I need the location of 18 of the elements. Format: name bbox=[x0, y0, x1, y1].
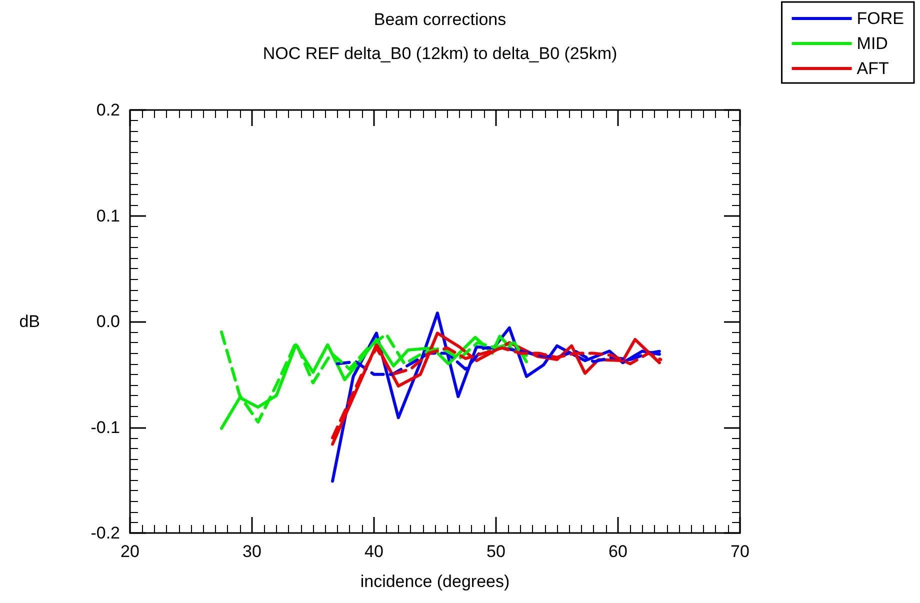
legend-label: MID bbox=[856, 34, 888, 53]
x-tick-label: 20 bbox=[120, 542, 140, 561]
chart-subtitle: NOC REF delta_B0 (12km) to delta_B0 (25km) bbox=[262, 44, 618, 63]
legend-label: FORE bbox=[856, 9, 904, 28]
chart-title: Beam corrections bbox=[374, 10, 506, 29]
x-axis-title: incidence (degrees) bbox=[360, 572, 510, 591]
x-tick-label: 50 bbox=[486, 542, 506, 561]
y-tick-label: 0.2 bbox=[96, 100, 120, 120]
y-tick-label: 0.1 bbox=[96, 206, 120, 226]
x-tick-label: 60 bbox=[608, 542, 628, 561]
x-tick-label: 70 bbox=[730, 542, 750, 561]
x-tick-label: 40 bbox=[364, 542, 384, 561]
y-tick-label: -0.2 bbox=[90, 524, 120, 542]
y-axis-title: dB bbox=[19, 312, 40, 331]
x-tick-label: 30 bbox=[242, 542, 262, 561]
legend-label: AFT bbox=[856, 59, 889, 78]
y-tick-label: -0.1 bbox=[90, 418, 120, 437]
y-tick-label: 0.0 bbox=[96, 312, 120, 331]
